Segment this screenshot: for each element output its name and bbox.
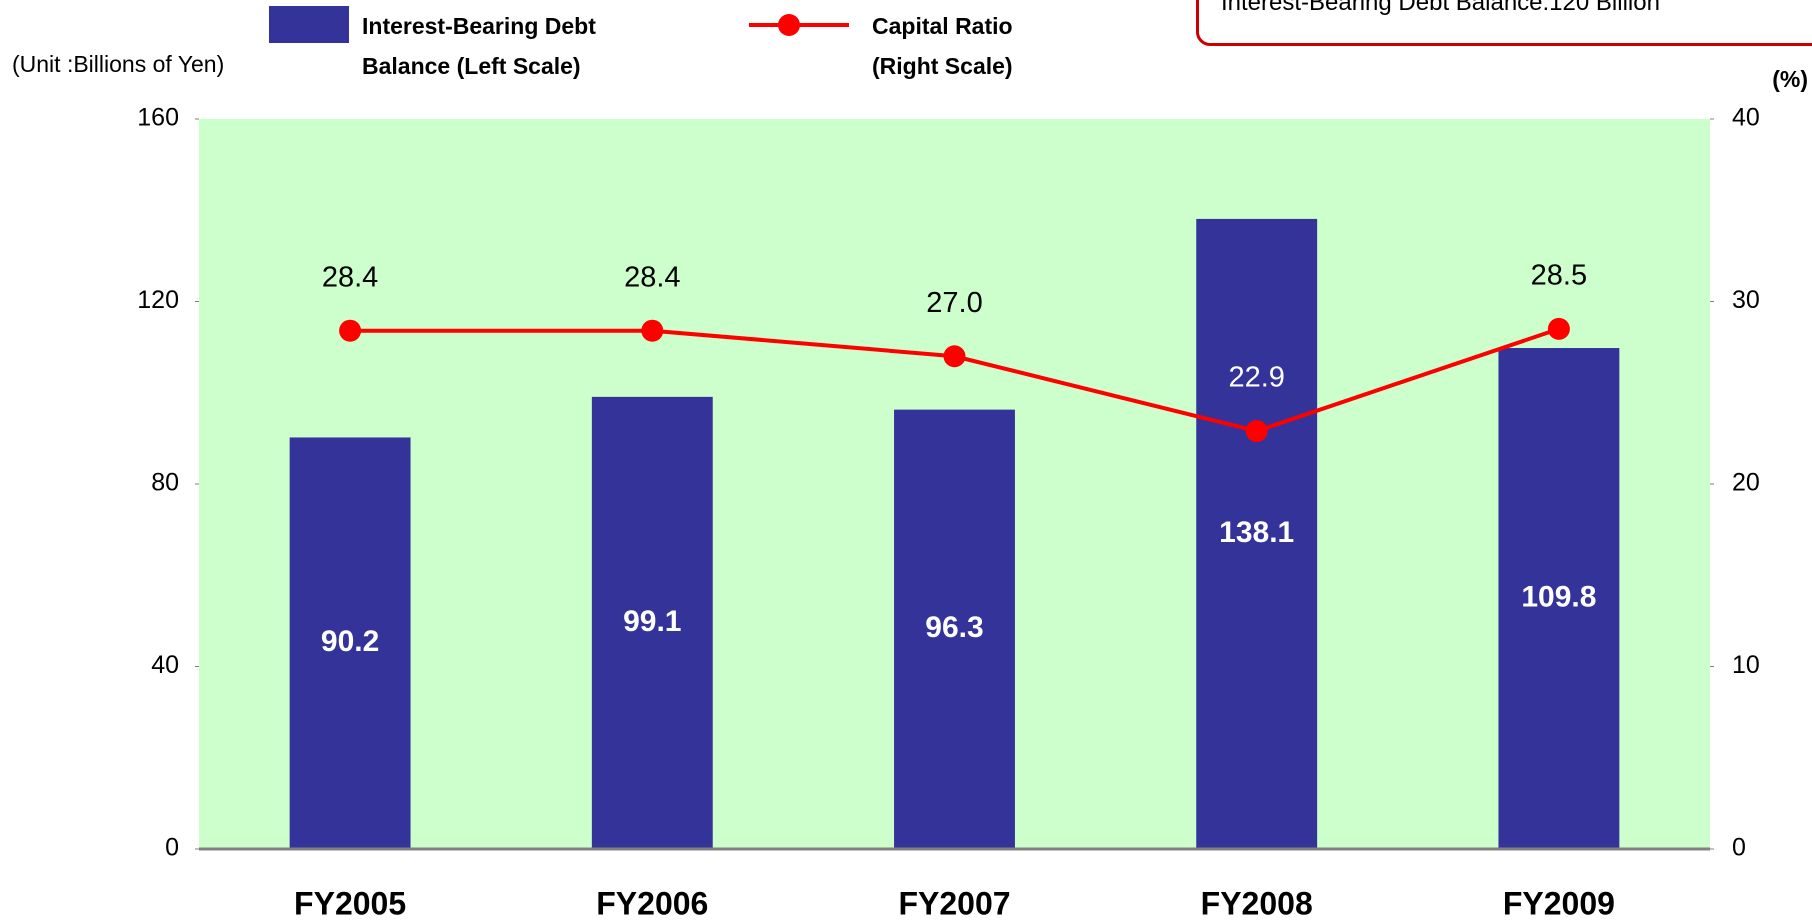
x-tick-label: FY2009: [1503, 885, 1615, 921]
line-value-label: 22.9: [1228, 362, 1284, 394]
line-marker: [641, 319, 664, 342]
legend-marker: [778, 14, 800, 36]
x-tick-label: FY2006: [596, 885, 708, 921]
bar: [894, 409, 1015, 849]
line-marker: [1547, 317, 1570, 340]
y2-unit-label: (%): [1772, 66, 1808, 92]
line-value-label: 28.4: [624, 261, 680, 293]
x-tick-label: FY2005: [294, 885, 406, 921]
bar: [289, 437, 411, 849]
x-tick-label: FY2007: [898, 885, 1010, 921]
y-tick-label: 0: [165, 834, 179, 862]
note-box: Interest-Bearing Debt Balance:120 Billio…: [1196, 0, 1812, 46]
y-tick-label: 40: [151, 651, 179, 679]
line-value-label: 27.0: [926, 287, 982, 319]
bar-value-label: 138.1: [1219, 516, 1294, 549]
bar: [1498, 348, 1620, 849]
bar-value-label: 96.3: [925, 611, 983, 644]
y-tick-label: 160: [137, 104, 179, 132]
line-marker: [339, 319, 362, 342]
bar: [1196, 218, 1318, 849]
legend-label: Interest-Bearing Debt Balance (Left Scal…: [362, 13, 596, 79]
y2-tick-label: 0: [1732, 834, 1746, 862]
bar-value-label: 109.8: [1521, 580, 1596, 613]
y2-tick-label: 20: [1732, 469, 1760, 497]
y2-tick-label: 30: [1732, 286, 1760, 314]
bar-value-label: 90.2: [321, 625, 379, 658]
legend-swatch: [269, 6, 349, 43]
bar: [591, 396, 713, 849]
legend-label: Capital Ratio (Right Scale): [872, 13, 1013, 79]
y-tick-label: 120: [137, 286, 179, 314]
y-unit-label: (Unit :Billions of Yen): [12, 51, 224, 77]
x-tick-label: FY2008: [1201, 885, 1313, 921]
line-marker: [1245, 420, 1268, 443]
y2-tick-label: 10: [1732, 651, 1760, 679]
line-value-label: 28.5: [1531, 260, 1587, 292]
y2-tick-label: 40: [1732, 104, 1760, 132]
bar-value-label: 99.1: [623, 605, 681, 638]
y-tick-label: 80: [151, 469, 179, 497]
note-text: Interest-Bearing Debt Balance:120 Billio…: [1221, 0, 1660, 16]
line-marker: [943, 345, 966, 368]
line-value-label: 28.4: [322, 261, 378, 293]
